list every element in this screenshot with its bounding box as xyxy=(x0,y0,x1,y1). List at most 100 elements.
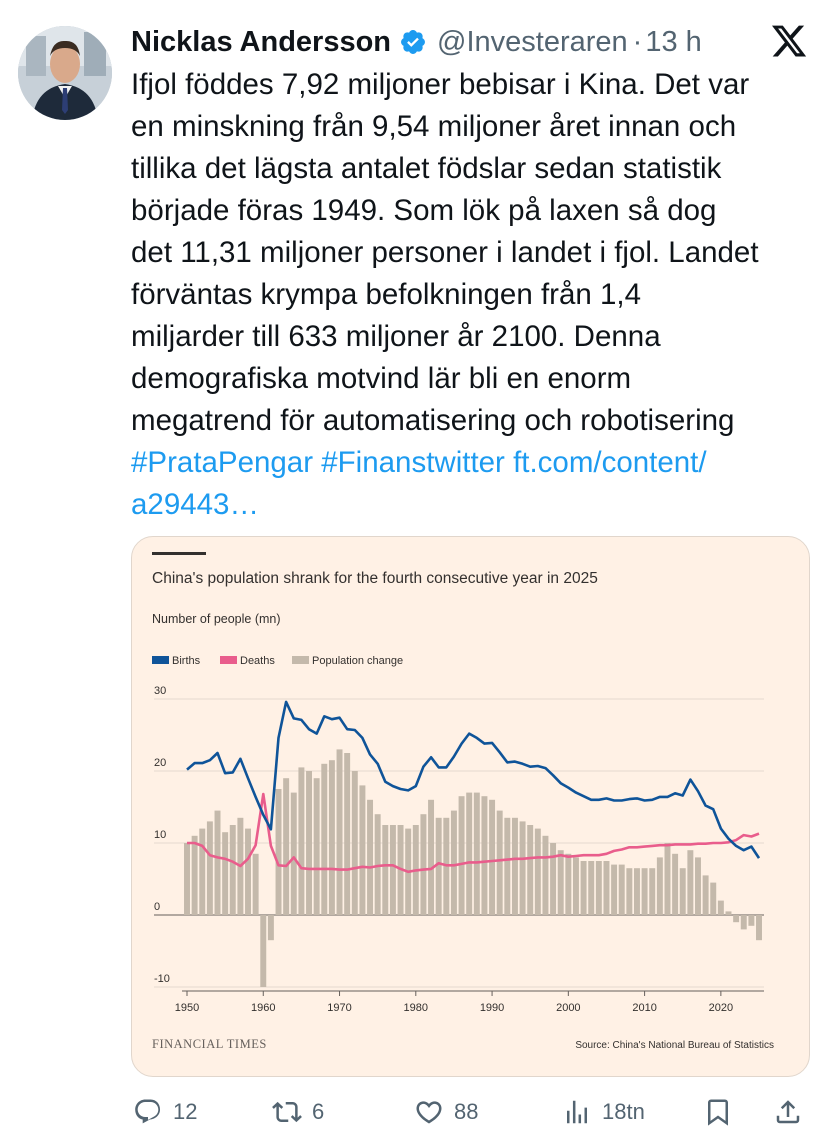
population-change-bar xyxy=(328,760,335,915)
population-change-bar xyxy=(756,915,762,941)
bookmark-button[interactable] xyxy=(703,1090,733,1134)
population-change-bar xyxy=(496,810,503,915)
legend-label: Births xyxy=(172,655,201,667)
population-change-bar xyxy=(504,817,511,915)
population-change-bar xyxy=(489,799,496,915)
population-change-bar xyxy=(542,835,549,915)
x-tick-label: 1970 xyxy=(327,1002,351,1014)
x-tick-label: 2020 xyxy=(709,1002,733,1014)
population-change-bar xyxy=(428,799,435,915)
population-change-bar xyxy=(740,915,747,930)
population-change-bar xyxy=(748,915,755,926)
tweet-line: det 11,31 miljoner personer i landet i f… xyxy=(131,236,759,269)
hashtag-finanstwitter[interactable]: #Finanstwitter xyxy=(321,446,505,479)
population-change-bar xyxy=(580,861,587,915)
population-change-bar xyxy=(313,778,320,915)
x-logo-icon[interactable] xyxy=(770,22,808,60)
views-button[interactable]: 18tn xyxy=(562,1090,645,1134)
population-change-bar xyxy=(306,771,313,915)
population-change-bar xyxy=(519,821,526,915)
repost-icon xyxy=(272,1101,302,1123)
population-change-bar xyxy=(351,771,358,915)
tweet-line: demografiska motvind lär bli en enorm xyxy=(131,362,632,395)
article-link[interactable]: ft.com/content/ xyxy=(513,446,707,479)
population-change-bar xyxy=(267,915,274,941)
reply-count: 12 xyxy=(173,1099,198,1124)
tweet-links-line: #PrataPengar #Finanstwitter ft.com/conte… xyxy=(131,442,821,484)
population-change-bar xyxy=(367,799,374,915)
population-change-bar xyxy=(695,857,701,915)
population-change-bar xyxy=(473,792,480,915)
population-change-bar xyxy=(466,792,473,915)
population-change-bar xyxy=(344,753,351,915)
chart-lines xyxy=(186,700,761,874)
like-count: 88 xyxy=(454,1099,479,1124)
population-change-bar xyxy=(298,767,305,915)
chart-x-axis: 1950 1960 1970 1980 1990 2000 2010 2020 xyxy=(175,990,764,1014)
population-change-bar xyxy=(229,825,236,915)
population-change-bar xyxy=(565,853,572,915)
separator-dot: · xyxy=(632,25,643,58)
reply-button[interactable]: 12 xyxy=(133,1090,197,1134)
avatar-photo xyxy=(18,26,112,120)
x-tick-label: 1980 xyxy=(404,1002,428,1014)
population-change-bar xyxy=(717,900,724,915)
legend-swatch-births xyxy=(152,656,169,664)
tweet-text: Ifjol föddes 7,92 miljoner bebisar i Kin… xyxy=(131,64,821,526)
reply-icon xyxy=(135,1099,161,1124)
author-handle[interactable]: @Investeraren xyxy=(437,25,628,58)
population-change-bar xyxy=(283,778,290,915)
population-change-bar xyxy=(595,861,602,915)
legend-swatch-population-change xyxy=(292,656,309,664)
population-change-bar xyxy=(199,828,206,915)
tweet-line: en minskning från 9,54 miljoner året inn… xyxy=(131,110,737,143)
chart-title: China's population shrank for the fourth… xyxy=(152,570,598,587)
chart-card[interactable]: China's population shrank for the fourth… xyxy=(131,536,810,1077)
population-change-bar xyxy=(687,850,694,915)
population-change-bar xyxy=(550,843,557,915)
population-change-bar xyxy=(458,796,465,915)
views-count: 18tn xyxy=(602,1099,645,1124)
population-change-bar xyxy=(725,911,732,915)
timestamp[interactable]: 13 h xyxy=(645,25,702,58)
legend-label: Deaths xyxy=(240,655,275,667)
tweet-links-line: a29443… xyxy=(131,484,821,526)
author-avatar[interactable] xyxy=(18,26,112,120)
repost-button[interactable]: 6 xyxy=(272,1090,324,1134)
share-button[interactable] xyxy=(773,1090,803,1134)
legend-swatch-deaths xyxy=(220,656,237,664)
population-change-bar xyxy=(336,749,343,915)
x-tick-label: 1960 xyxy=(251,1002,275,1014)
population-change-bar xyxy=(214,810,221,915)
hashtag-pratapengar[interactable]: #PrataPengar xyxy=(131,446,314,479)
bookmark-icon xyxy=(708,1099,728,1126)
article-link-continued[interactable]: a29443… xyxy=(131,488,259,521)
population-change-bar xyxy=(260,915,267,987)
population-change-bar xyxy=(641,868,648,915)
tweet-line: megatrend för automatisering och robotis… xyxy=(131,404,735,437)
author-name[interactable]: Nicklas Andersson xyxy=(131,25,392,58)
population-change-bar xyxy=(511,817,518,915)
tweet-actions: 12 6 88 18tn xyxy=(0,1090,828,1134)
y-tick-label: 30 xyxy=(154,685,166,697)
tweet-line: tillika det lägsta antalet födslar sedan… xyxy=(131,152,722,185)
population-change-bar xyxy=(679,868,686,915)
x-tick-label: 2000 xyxy=(556,1002,580,1014)
population-change-bar xyxy=(359,785,366,915)
repost-count: 6 xyxy=(312,1099,325,1124)
population-change-bar xyxy=(534,828,541,915)
x-tick-label: 2010 xyxy=(632,1002,656,1014)
like-button[interactable]: 88 xyxy=(414,1090,478,1134)
population-change-bar xyxy=(206,821,213,915)
tweet-header: Nicklas Andersson @Investeraren · 13 h xyxy=(131,22,702,62)
population-change-bar xyxy=(618,864,625,915)
x-tick-label: 1990 xyxy=(480,1002,504,1014)
y-tick-label: 10 xyxy=(154,829,166,841)
population-change-bars xyxy=(184,749,762,987)
verified-badge-icon xyxy=(401,30,425,54)
population-change-bar xyxy=(184,843,190,915)
tweet-line: miljarder till 633 miljoner år 2100. Den… xyxy=(131,320,661,353)
population-change-bar xyxy=(222,832,229,915)
ft-header-rule xyxy=(152,552,206,555)
chart-legend: Births Deaths Population change xyxy=(152,655,403,667)
